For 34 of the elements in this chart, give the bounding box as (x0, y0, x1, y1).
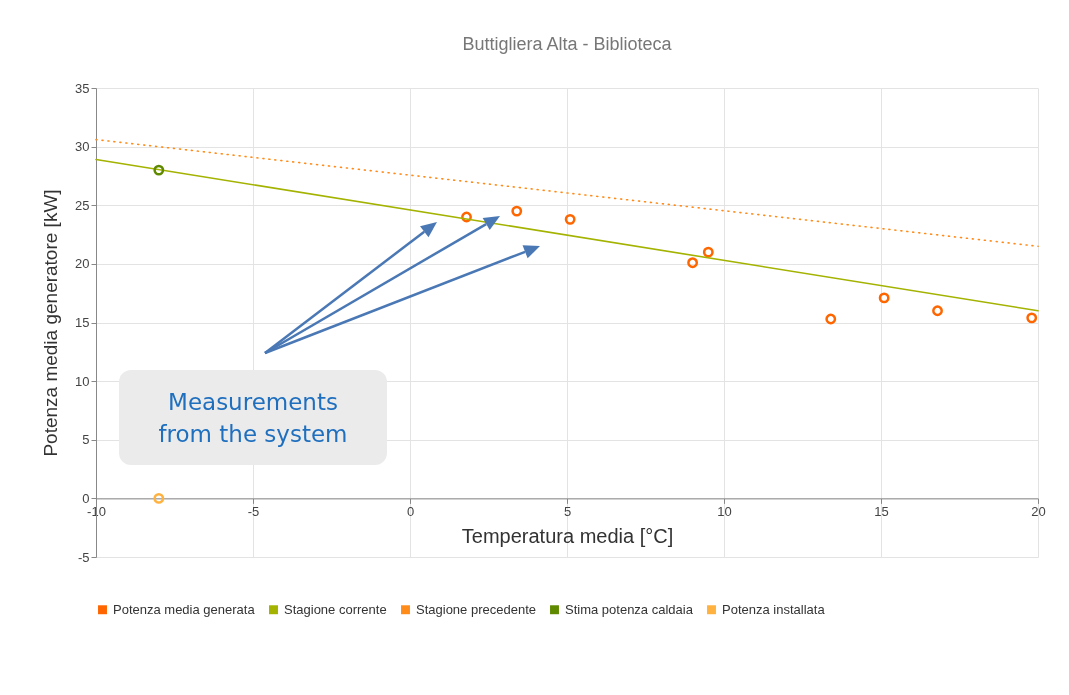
legend-label: Stima potenza caldaia (565, 601, 694, 617)
y-tick-label: 5 (82, 432, 90, 448)
legend-label: Potenza installata (722, 601, 826, 617)
point (825, 313, 837, 325)
text-box: Measurements from the system (119, 370, 387, 465)
y-tick-label: 15 (75, 315, 90, 330)
y-axis-title: Potenza media generatore [kW] (40, 189, 62, 457)
point (932, 305, 943, 317)
point (878, 292, 890, 304)
legend-label: Stagione precedente (416, 601, 536, 617)
point (153, 492, 165, 504)
x-tick-label: 5 (563, 503, 572, 519)
y-tick-label: 35 (75, 80, 90, 96)
y-tick-label: 0 (82, 490, 90, 506)
point (153, 164, 165, 176)
x-tick-label: 10 (717, 503, 732, 519)
point (702, 246, 714, 258)
y-tick-label: 25 (75, 197, 90, 213)
x-tick-label: 20 (1031, 503, 1046, 519)
chart-title: Buttigliera Alta - Biblioteca (462, 34, 673, 54)
x-tick-label: -5 (247, 503, 260, 519)
legend-label: Potenza media generata (113, 601, 256, 617)
x-tick-label: 0 (406, 503, 415, 519)
x-axis-title: Temperatura media [°C] (461, 524, 674, 547)
point (687, 257, 699, 269)
x-tick-label: 15 (874, 503, 889, 519)
y-tick-label: -5 (77, 549, 90, 565)
legend-label: Stagione corrente (284, 601, 387, 617)
point (1026, 312, 1038, 324)
y-tick-label: 30 (75, 139, 90, 155)
point (511, 205, 523, 217)
y-tick-label: 20 (75, 256, 90, 272)
y-tick-label: 10 (75, 373, 90, 389)
point (564, 213, 576, 225)
